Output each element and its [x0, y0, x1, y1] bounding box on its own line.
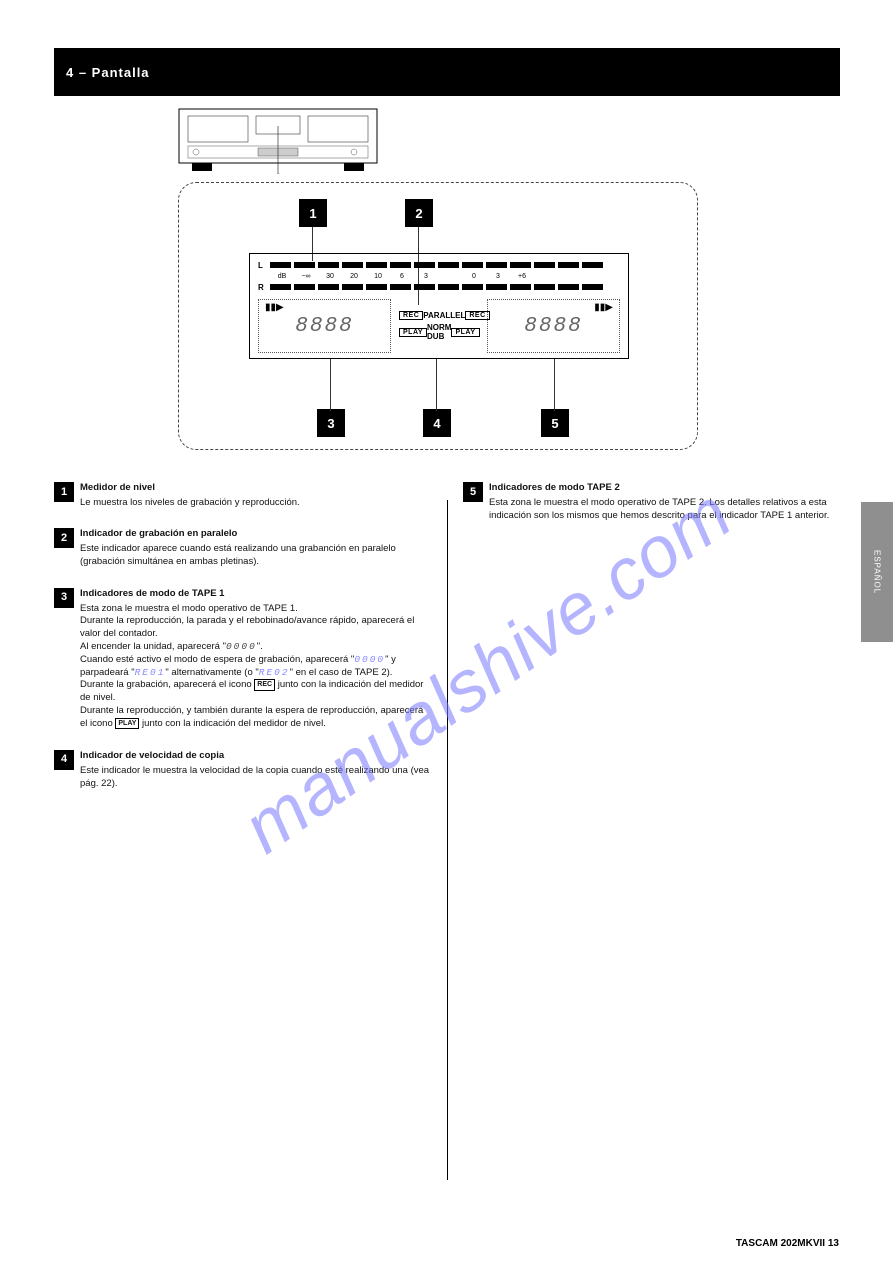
- channel-r: R: [258, 283, 270, 292]
- item-heading: Indicadores de modo de TAPE 1: [80, 588, 431, 601]
- item-heading: Medidor de nivel: [80, 482, 431, 495]
- callout-line: [554, 359, 555, 411]
- left-column: 1 Medidor de nivel Le muestra los nivele…: [54, 482, 447, 1222]
- lcd-bottom-row: ▮▮▶ 8888 REC PARALLEL REC PLAY NORM DUB …: [258, 298, 620, 354]
- item-5: 5 Indicadores de modo TAPE 2 Esta zona l…: [463, 482, 840, 522]
- play-badge: PLAY: [451, 328, 479, 337]
- display-diagram: 1 2 L dB −∞ 30 20 10 6 3 0 3 +6: [178, 182, 698, 450]
- item-heading: Indicadores de modo TAPE 2: [489, 482, 840, 495]
- parallel-label: PARALLEL: [423, 311, 465, 320]
- item-heading: Indicador de grabación en paralelo: [80, 528, 431, 541]
- item-body: Esta zona le muestra el modo operativo d…: [80, 603, 431, 732]
- callout-2: 2: [405, 199, 433, 227]
- item-body: Este indicador aparece cuando está reali…: [80, 543, 431, 569]
- item-4: 4 Indicador de velocidad de copia Este i…: [54, 750, 431, 790]
- callout-1: 1: [299, 199, 327, 227]
- item-3: 3 Indicadores de modo de TAPE 1 Esta zon…: [54, 588, 431, 731]
- deck1-indicator: ▮▮▶ 8888: [258, 299, 391, 353]
- callout-4: 4: [423, 409, 451, 437]
- item-body: Este indicador le muestra la velocidad d…: [80, 765, 431, 791]
- right-column: 5 Indicadores de modo TAPE 2 Esta zona l…: [447, 482, 840, 1222]
- normdub-label: NORM DUB: [427, 323, 451, 341]
- channel-l: L: [258, 261, 270, 270]
- callout-5: 5: [541, 409, 569, 437]
- transport-icon: ▮▮▶: [594, 302, 613, 313]
- section-title: 4 – Pantalla: [66, 65, 150, 80]
- lcd-panel: L dB −∞ 30 20 10 6 3 0 3 +6 R: [249, 253, 629, 359]
- play-badge: PLAY: [399, 328, 427, 337]
- level-meter: L dB −∞ 30 20 10 6 3 0 3 +6 R: [258, 259, 620, 293]
- language-tab: ESPAÑOL: [861, 502, 893, 642]
- item-number: 3: [54, 588, 74, 608]
- section-header: 4 – Pantalla: [54, 48, 840, 96]
- item-number: 2: [54, 528, 74, 548]
- item-heading: Indicador de velocidad de copia: [80, 750, 431, 763]
- content-columns: 1 Medidor de nivel Le muestra los nivele…: [54, 482, 840, 1222]
- deck1-counter: 8888: [295, 315, 353, 338]
- deck2-indicator: ▮▮▶ 8888: [487, 299, 620, 353]
- db-scale: dB −∞ 30 20 10 6 3 0 3 +6: [270, 270, 620, 282]
- callout-line: [330, 359, 331, 411]
- deck2-counter: 8888: [524, 315, 582, 338]
- item-number: 4: [54, 750, 74, 770]
- item-body: Esta zona le muestra el modo operativo d…: [489, 497, 840, 523]
- rec-badge: REC: [465, 311, 489, 320]
- callout-line: [436, 359, 437, 411]
- callout-3: 3: [317, 409, 345, 437]
- rec-badge: REC: [399, 311, 423, 320]
- item-body: Le muestra los niveles de grabación y re…: [80, 497, 431, 510]
- item-2: 2 Indicador de grabación en paralelo Est…: [54, 528, 431, 568]
- item-number: 5: [463, 482, 483, 502]
- center-indicators: REC PARALLEL REC PLAY NORM DUB PLAY: [399, 311, 479, 341]
- page-footer: TASCAM 202MKVII 13: [736, 1238, 839, 1249]
- device-illustration: [178, 108, 378, 174]
- item-1: 1 Medidor de nivel Le muestra los nivele…: [54, 482, 431, 510]
- item-number: 1: [54, 482, 74, 502]
- transport-icon: ▮▮▶: [265, 302, 284, 313]
